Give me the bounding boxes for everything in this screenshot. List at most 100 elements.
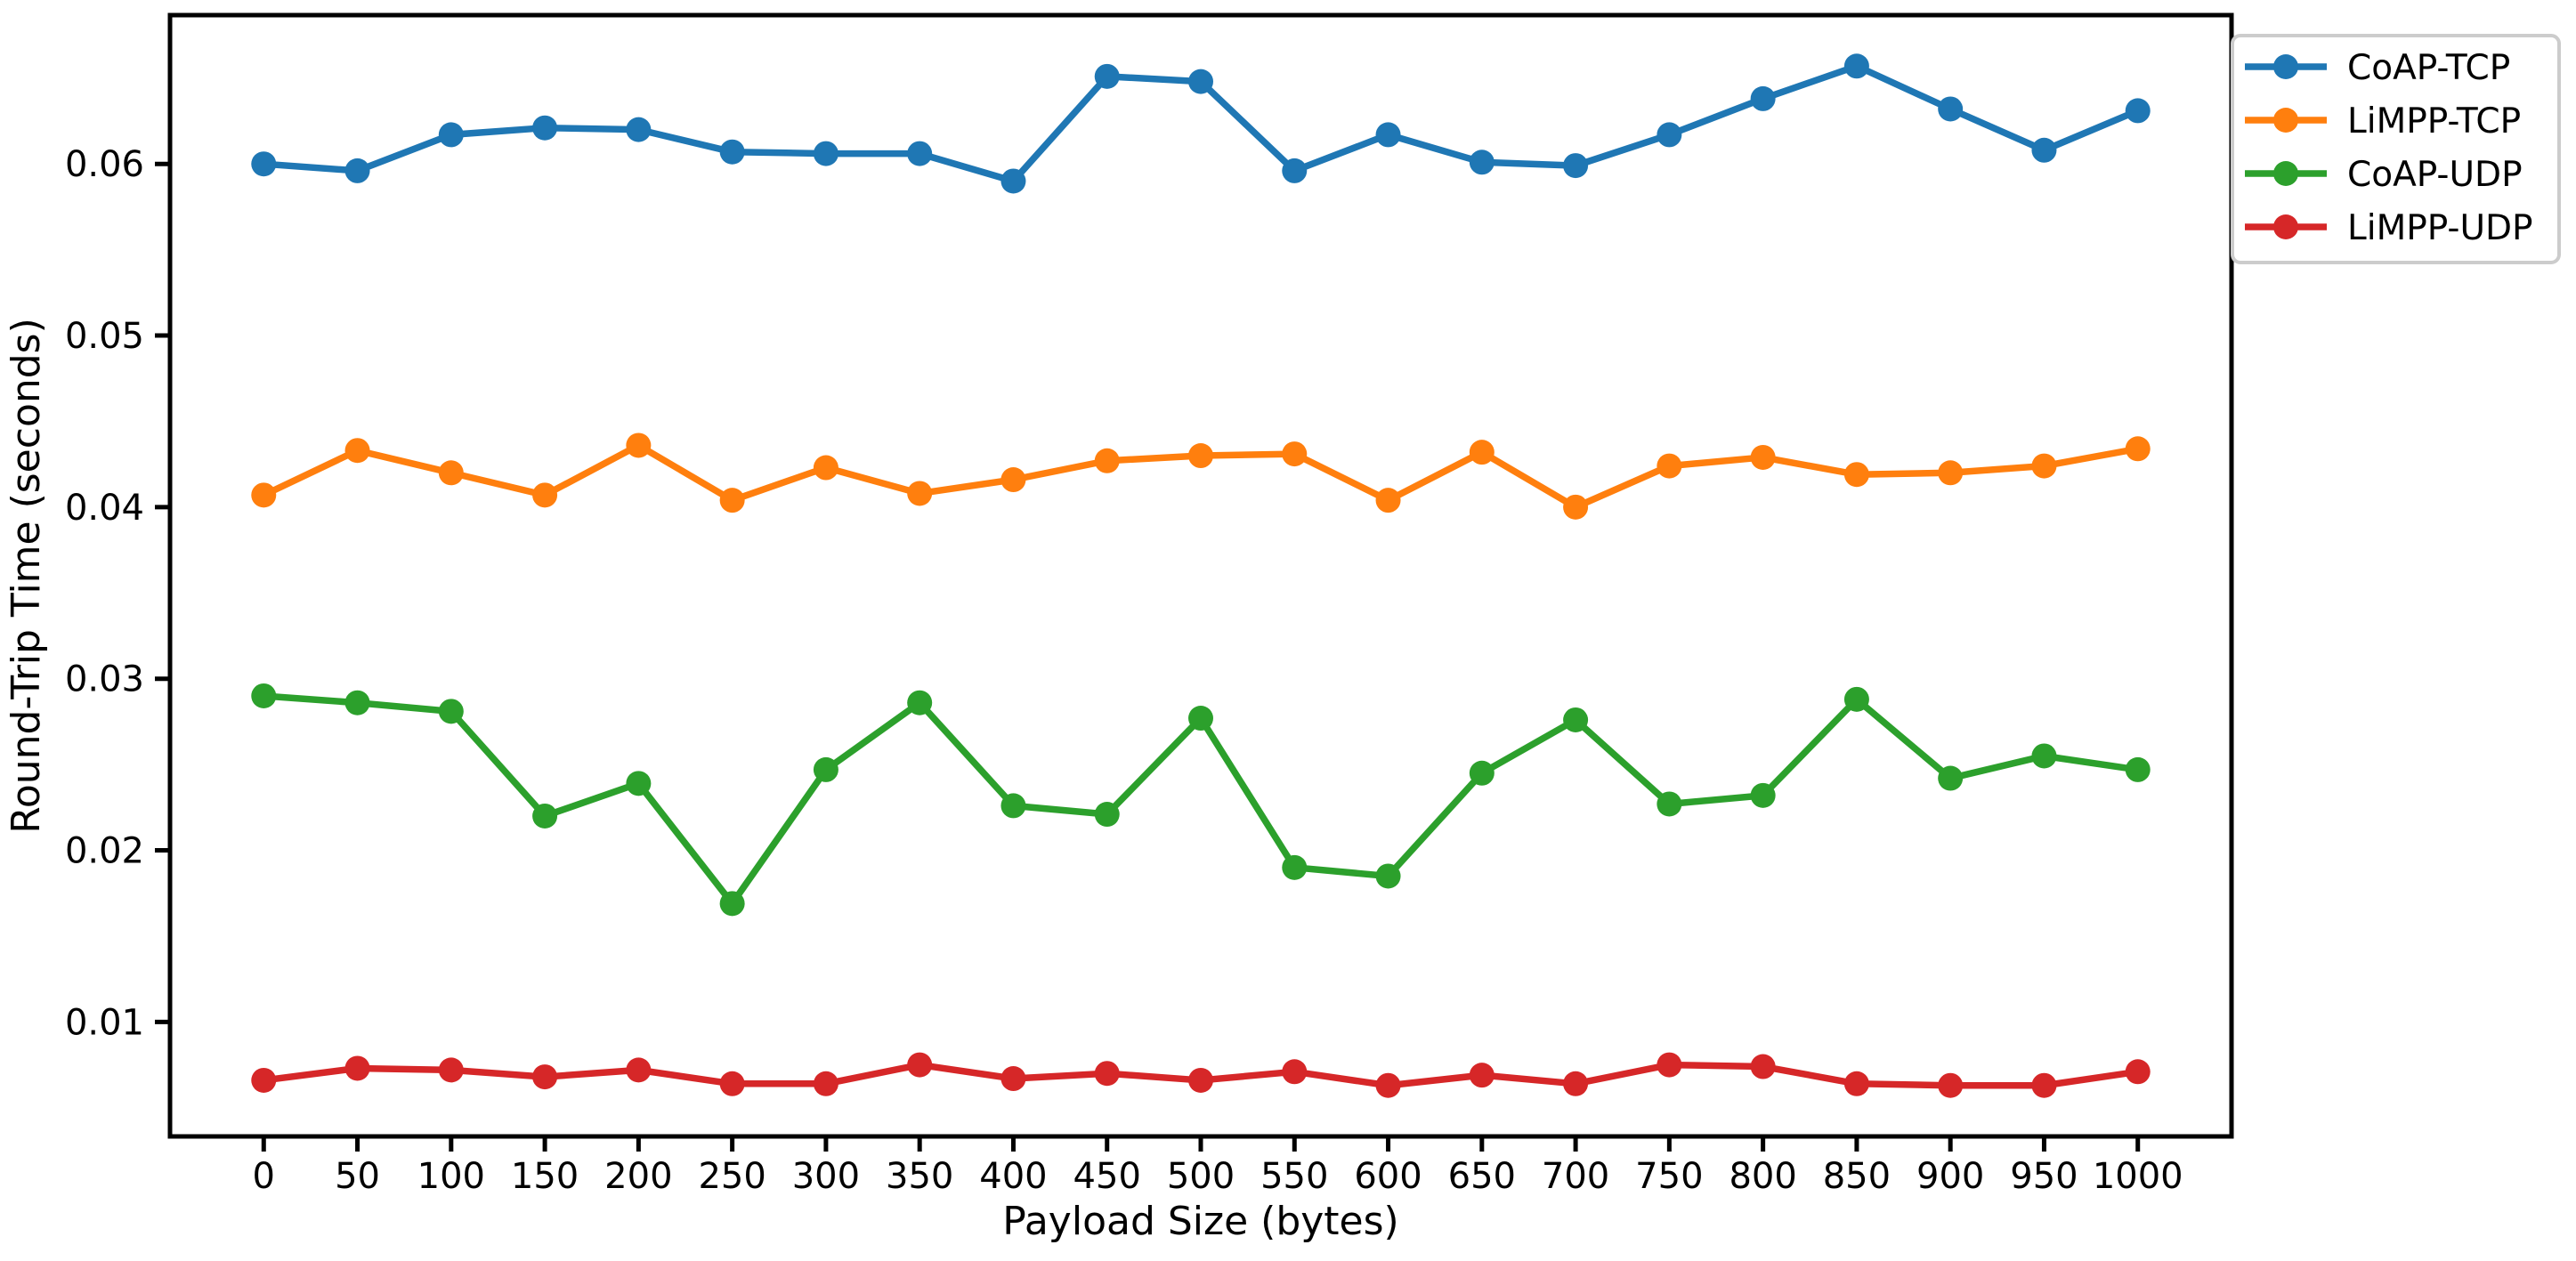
data-point-marker <box>1282 441 1308 467</box>
data-point-marker <box>1094 1061 1120 1087</box>
data-point-marker <box>626 117 652 142</box>
data-point-marker <box>1657 453 1682 479</box>
data-point-marker <box>719 488 745 513</box>
data-point-marker <box>344 1055 370 1081</box>
data-point-marker <box>1469 150 1495 175</box>
y-axis-label: Round-Trip Time (seconds) <box>4 318 49 834</box>
x-tick-label: 700 <box>1542 1156 1609 1197</box>
data-point-marker <box>1657 791 1682 817</box>
axes-layer: 0 50 100 150 200 250 300 350 400 450 500 550 600 650 7… <box>65 12 2234 1197</box>
data-point-marker <box>532 115 558 141</box>
y-tick-label: 0.04 <box>65 488 144 529</box>
data-point-marker <box>1657 122 1682 148</box>
legend-item-coap-udp: CoAP-UDP <box>2245 155 2523 195</box>
x-tick-label: 450 <box>1073 1156 1141 1197</box>
legend-label: LiMPP-UDP <box>2347 208 2533 248</box>
x-tick-label: 850 <box>1823 1156 1891 1197</box>
data-point-marker <box>1843 686 1869 712</box>
x-tick-label: 200 <box>604 1156 672 1197</box>
data-point-marker <box>438 1057 464 1083</box>
x-tick-label: 100 <box>417 1156 485 1197</box>
legend-marker <box>2273 161 2298 186</box>
x-tick-label: 500 <box>1167 1156 1235 1197</box>
data-point-marker <box>1282 158 1308 183</box>
x-tick-label: 550 <box>1260 1156 1328 1197</box>
data-point-marker <box>1563 707 1589 732</box>
data-point-marker <box>1000 793 1026 819</box>
x-tick-label: 50 <box>335 1156 380 1197</box>
series-limpp-tcp <box>251 432 2151 520</box>
data-point-marker <box>1188 1067 1213 1093</box>
data-point-marker <box>1188 69 1213 94</box>
legend-label: LiMPP-TCP <box>2347 101 2521 141</box>
data-point-marker <box>1750 1054 1776 1079</box>
data-point-marker <box>907 1052 933 1078</box>
x-tick-label: 800 <box>1729 1156 1796 1197</box>
data-point-marker <box>2125 436 2151 462</box>
data-point-marker <box>719 1071 745 1096</box>
data-point-marker <box>2031 453 2057 479</box>
data-point-marker <box>532 803 558 829</box>
legend-label: CoAP-TCP <box>2347 48 2510 88</box>
data-point-marker <box>251 482 277 508</box>
data-point-marker <box>1750 85 1776 111</box>
data-point-marker <box>1843 1071 1869 1096</box>
data-point-marker <box>1375 1072 1401 1098</box>
data-point-marker <box>2125 1059 2151 1085</box>
data-point-marker <box>438 699 464 724</box>
x-tick-label: 250 <box>698 1156 766 1197</box>
data-point-marker <box>719 891 745 917</box>
data-point-marker <box>532 482 558 508</box>
y-tick-label: 0.02 <box>65 831 144 872</box>
legend-label: CoAP-UDP <box>2347 155 2523 195</box>
data-point-marker <box>1282 1059 1308 1085</box>
data-point-marker <box>813 756 838 782</box>
x-tick-label: 950 <box>2010 1156 2078 1197</box>
data-point-marker <box>626 432 652 458</box>
data-point-marker <box>813 455 838 481</box>
data-point-marker <box>1469 760 1495 786</box>
x-tick-label: 750 <box>1635 1156 1703 1197</box>
data-point-marker <box>1375 863 1401 889</box>
data-point-marker <box>1563 1071 1589 1096</box>
data-point-marker <box>438 460 464 486</box>
data-point-marker <box>2031 743 2057 769</box>
data-point-marker <box>344 438 370 464</box>
legend: CoAP-TCP LiMPP-TCP CoAP-UDP LiMPP-UDP <box>2231 34 2561 264</box>
data-point-marker <box>1938 96 1964 122</box>
x-tick-label: 600 <box>1354 1156 1422 1197</box>
data-point-marker <box>2125 756 2151 782</box>
x-tick-label: 650 <box>1448 1156 1516 1197</box>
series-limpp-udp <box>251 1052 2151 1098</box>
y-tick-label: 0.05 <box>65 316 144 357</box>
data-point-marker <box>532 1064 558 1090</box>
data-point-marker <box>907 141 933 166</box>
data-point-marker <box>1938 1072 1964 1098</box>
x-tick-label: 0 <box>253 1156 275 1197</box>
legend-marker <box>2273 108 2298 133</box>
data-point-marker <box>1094 802 1120 828</box>
data-point-marker <box>1000 168 1026 194</box>
data-point-marker <box>2031 137 2057 163</box>
series-layer <box>251 53 2151 1098</box>
data-point-marker <box>907 481 933 506</box>
x-tick-label: 300 <box>792 1156 860 1197</box>
data-point-marker <box>719 139 745 165</box>
data-point-marker <box>1657 1052 1682 1078</box>
series-coap-udp <box>251 683 2151 917</box>
plot-border <box>167 12 2234 1139</box>
legend-marker <box>2273 54 2298 79</box>
data-point-marker <box>1282 854 1308 880</box>
data-point-marker <box>626 1057 652 1083</box>
legend-item-limpp-tcp: LiMPP-TCP <box>2245 101 2521 141</box>
y-tick-label: 0.01 <box>65 1002 144 1043</box>
x-tick-label: 350 <box>886 1156 953 1197</box>
data-point-marker <box>813 1071 838 1096</box>
data-point-marker <box>1375 488 1401 513</box>
data-point-marker <box>1750 444 1776 470</box>
legend-item-coap-tcp: CoAP-TCP <box>2245 48 2510 88</box>
x-tick-label: 900 <box>1916 1156 1984 1197</box>
data-point-marker <box>2125 98 2151 124</box>
legend-marker <box>2273 214 2298 239</box>
